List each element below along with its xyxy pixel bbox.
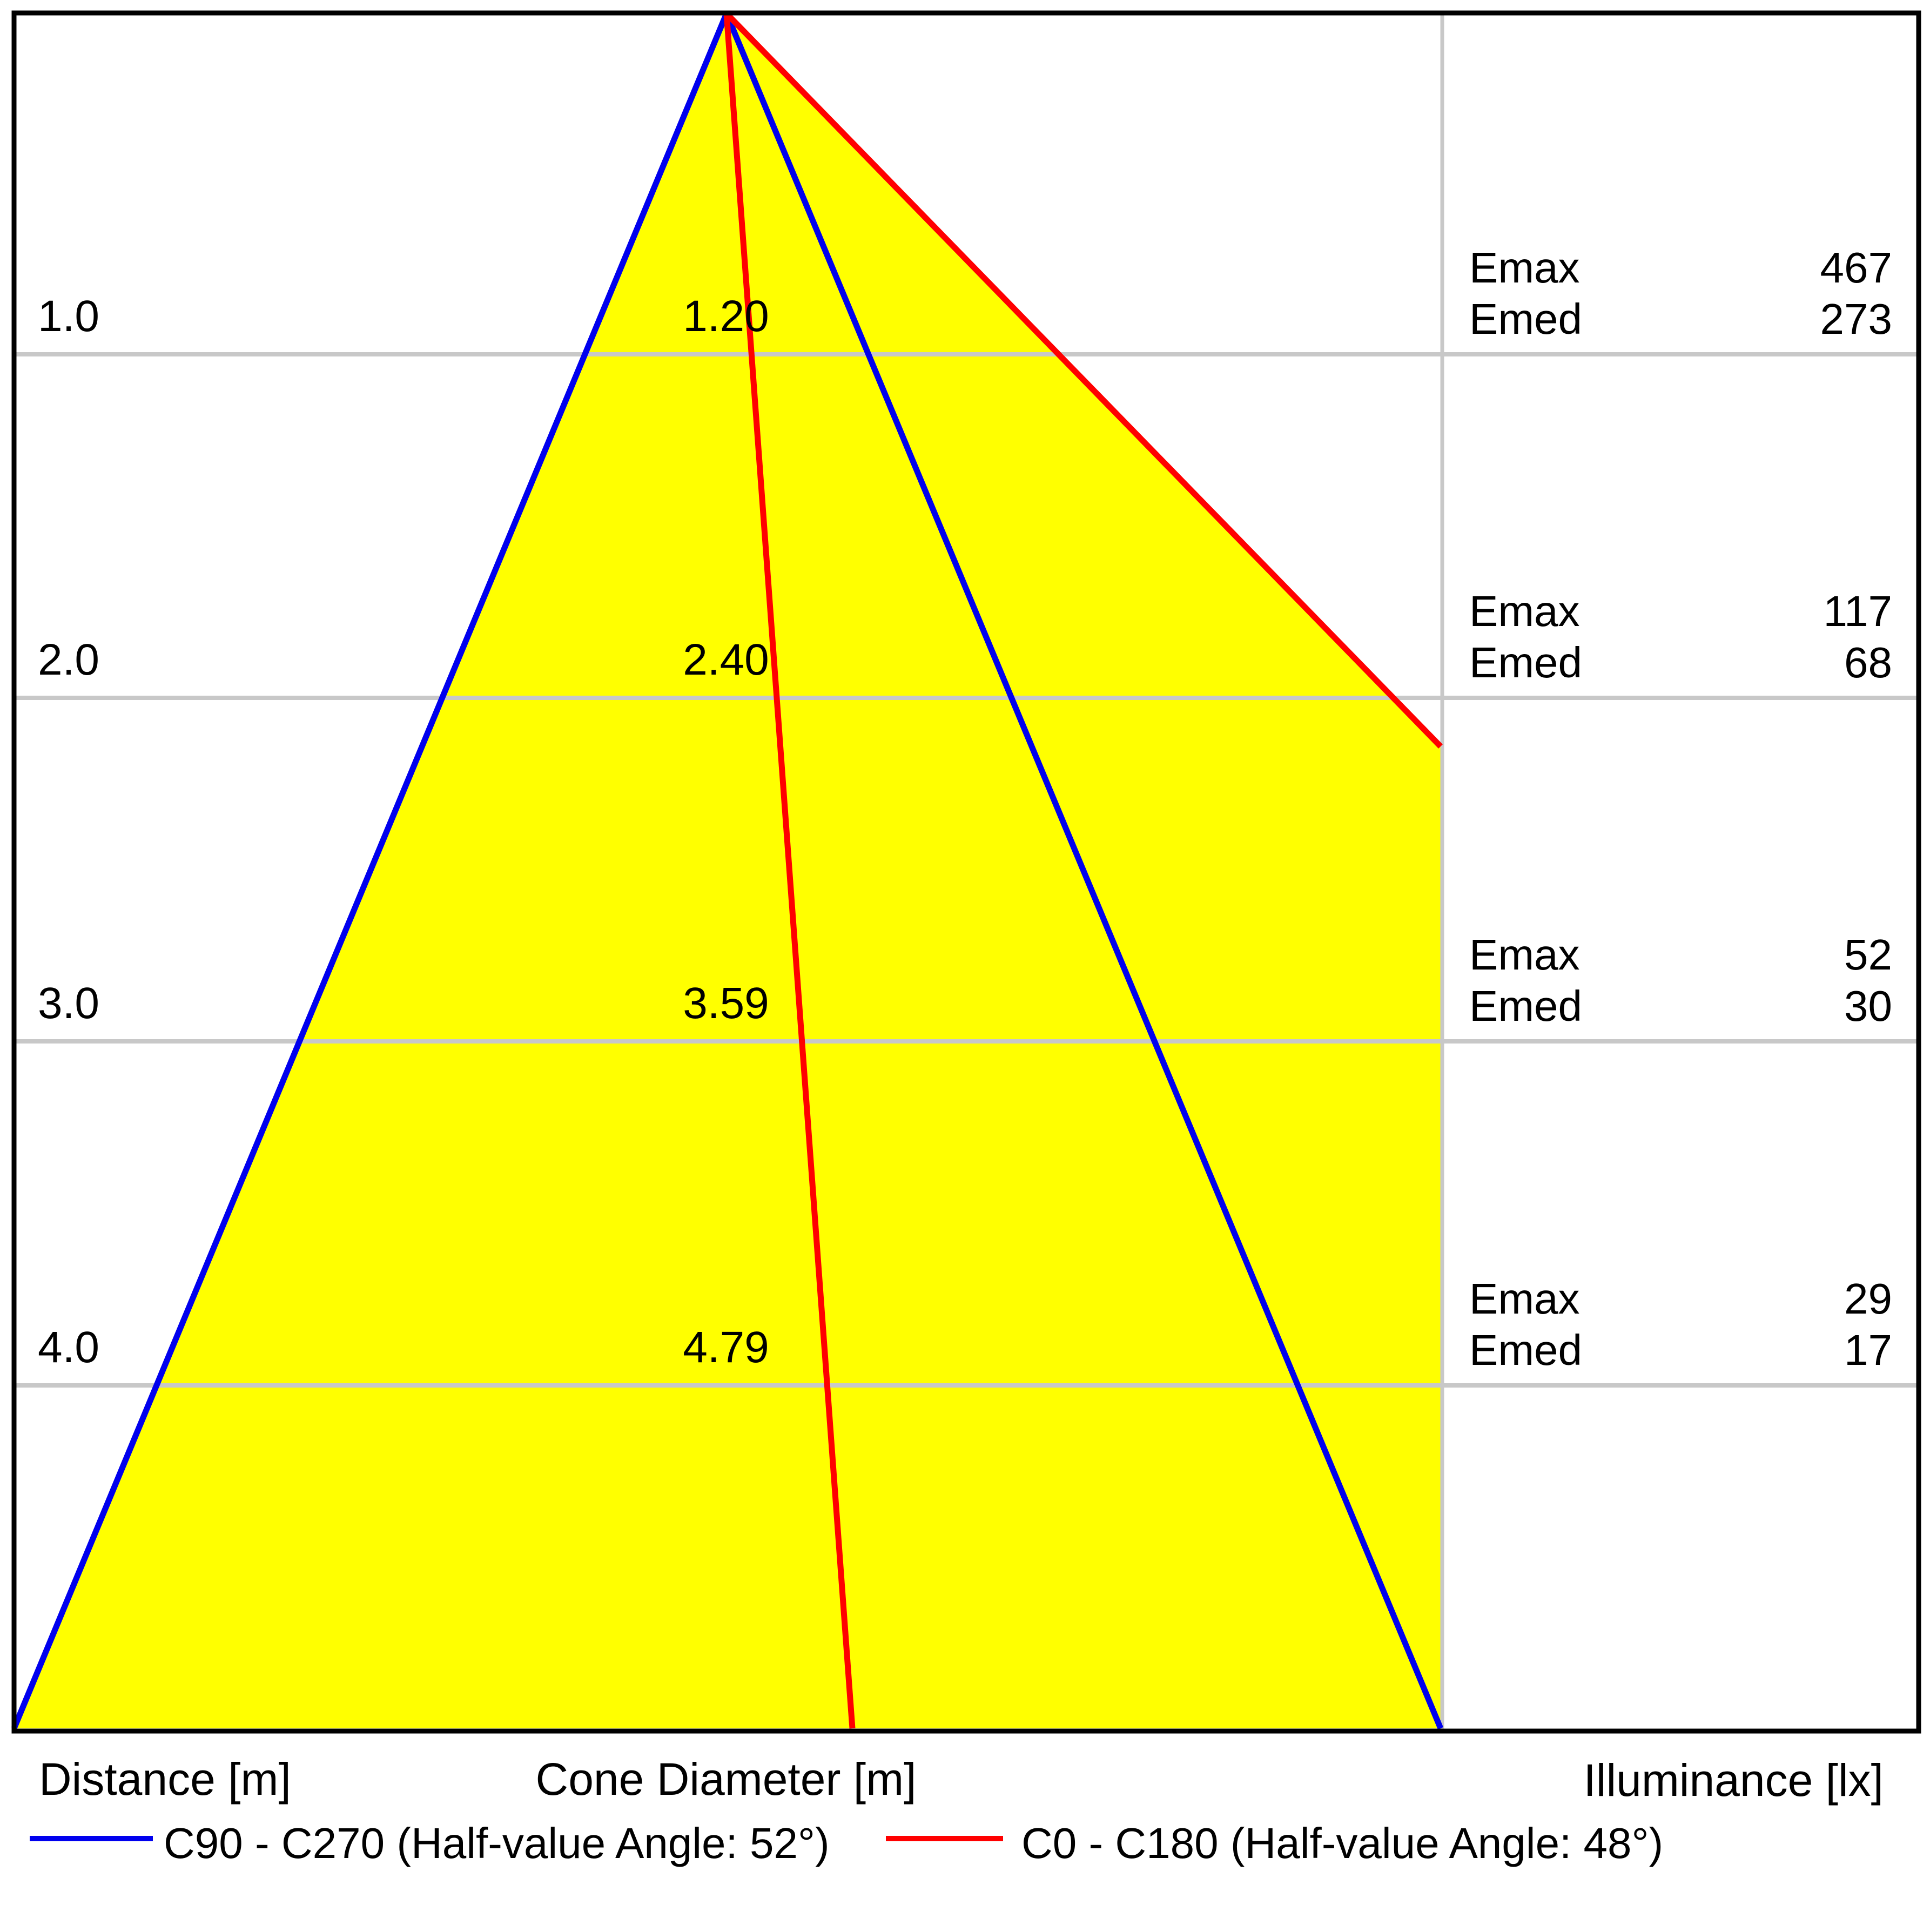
emed-value: 17 <box>1844 1326 1892 1374</box>
illuminance-row-2m: Emax 117 Emed 68 <box>1469 587 1892 686</box>
cone-diameter-4m: 4.79 <box>683 1323 769 1372</box>
cone-diameter-2m: 2.40 <box>683 635 769 684</box>
distance-tick-4m: 4.0 <box>38 1323 99 1372</box>
illuminance-row-3m: Emax 52 Emed 30 <box>1469 931 1892 1030</box>
cone-diameter-1m: 1.20 <box>683 292 769 341</box>
emed-value: 273 <box>1820 295 1892 343</box>
emax-label: Emax <box>1469 931 1580 979</box>
legend: C90 - C270 (Half-value Angle: 52°) C0 - … <box>30 1819 1663 1867</box>
emed-label: Emed <box>1469 1326 1582 1374</box>
distance-tick-3m: 3.0 <box>38 979 99 1028</box>
chart-border <box>11 10 1921 1734</box>
emed-label: Emed <box>1469 982 1582 1030</box>
emax-value: 467 <box>1820 244 1892 292</box>
emed-value: 68 <box>1844 638 1892 686</box>
emed-label: Emed <box>1469 638 1582 686</box>
emax-label: Emax <box>1469 1275 1580 1323</box>
c0-beam-edge-left <box>723 13 856 1729</box>
light-cone-fill <box>14 14 1441 1728</box>
emax-label: Emax <box>1469 587 1580 635</box>
emax-value: 52 <box>1844 931 1892 979</box>
distance-axis-title: Distance [m] <box>39 1754 291 1805</box>
emax-value: 117 <box>1823 587 1892 635</box>
illuminance-row-1m: Emax 467 Emed 273 <box>1469 244 1892 343</box>
distance-tick-1m: 1.0 <box>38 292 99 341</box>
c90-beam-edge-right <box>723 12 1444 1730</box>
c0-beam-edge-right <box>724 11 1443 749</box>
cone-diameter-3m: 3.59 <box>683 979 769 1028</box>
c90-beam-edge-left <box>11 12 730 1730</box>
distance-tick-2m: 2.0 <box>38 635 99 684</box>
emax-label: Emax <box>1469 244 1580 292</box>
cone-diameter-axis-title: Cone Diameter [m] <box>536 1754 917 1805</box>
emax-value: 29 <box>1844 1275 1892 1323</box>
illuminance-row-4m: Emax 29 Emed 17 <box>1469 1275 1892 1374</box>
emed-label: Emed <box>1469 295 1582 343</box>
illuminance-axis-title: Illuminance [lx] <box>1583 1755 1884 1806</box>
emed-value: 30 <box>1844 982 1892 1030</box>
legend-c0-label: C0 - C180 (Half-value Angle: 48°) <box>1021 1819 1663 1867</box>
legend-c90-label: C90 - C270 (Half-value Angle: 52°) <box>164 1819 830 1867</box>
